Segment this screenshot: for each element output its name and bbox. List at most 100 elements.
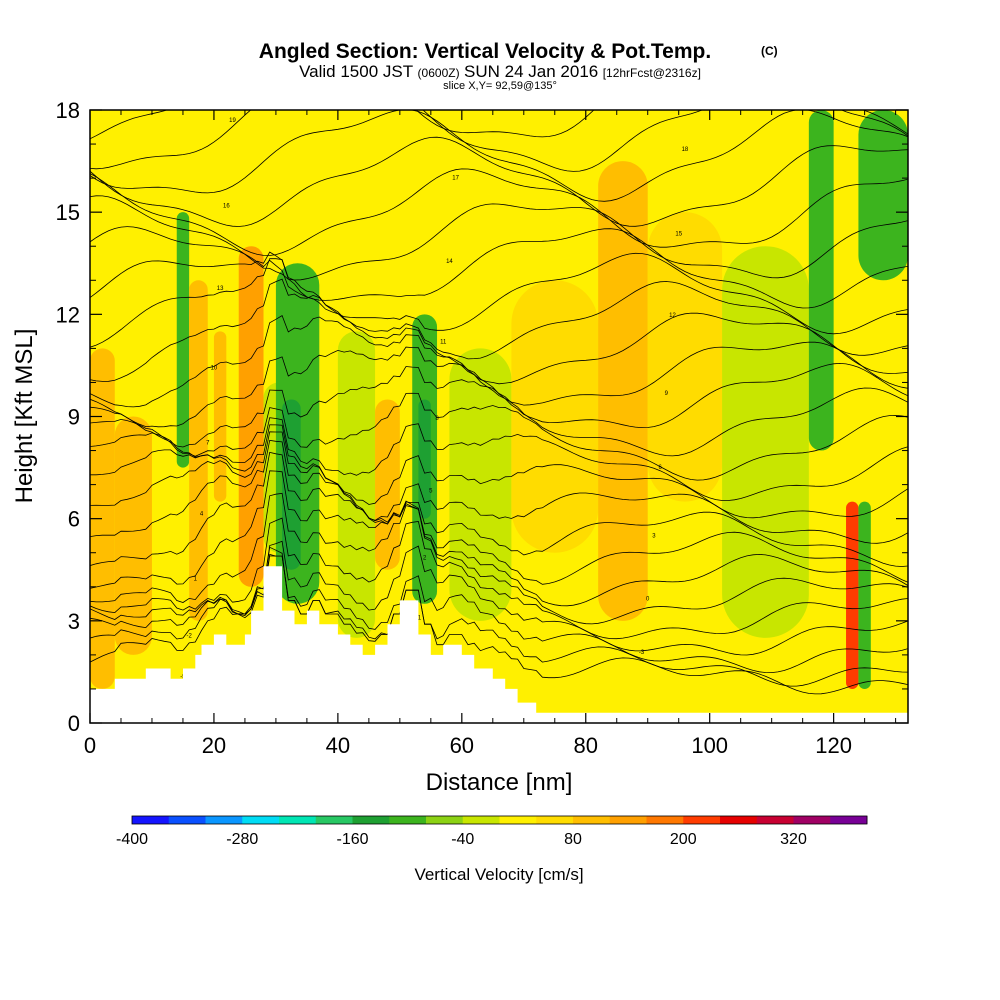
theta-contour-13 [90,251,908,335]
theta-contour-10 [90,315,908,408]
velocity-cell-21 [858,110,908,281]
theta-contour-label: -1 [416,615,422,621]
theta-contour-label: 16 [223,204,230,210]
colorbar-swatch [168,816,206,824]
colorbar-swatch [389,816,427,824]
theta-contour-label: 4 [200,511,204,517]
theta-contour-3 [90,439,908,567]
valid-utc: (0600Z) [418,66,460,80]
colorbar-tick-label: 80 [564,831,582,848]
colorbar-tick-label: -160 [336,831,368,848]
theta-contour-4 [90,431,908,544]
theta-contour-0 [90,492,908,625]
theta-contour-label: 19 [229,118,236,124]
x-tick-label: 60 [450,733,474,758]
velocity-cell-20 [858,501,871,689]
velocity-cell-3 [189,280,208,621]
theta-contour-label: 12 [669,313,676,319]
colorbar-swatch [573,816,611,824]
x-tick-label: 100 [691,733,728,758]
theta-contour-20 [90,110,908,140]
theta-contour-label: 6 [658,465,662,471]
theta-contour-18 [90,110,908,202]
theta-contours: -5-4-3-2-1012345678910111213141516171819… [90,110,908,695]
colorbar-tick-label: 200 [670,831,697,848]
colorbar-swatch [352,816,390,824]
theta-contour-19 [90,110,908,172]
theta-contour-label: 8 [435,416,439,422]
chart-title-units: (C) [761,44,778,58]
forecast-info: [12hrFcst@2316z] [603,66,701,80]
theta-contour-label: 0 [646,596,650,602]
colorbar-swatch [242,816,280,824]
theta-contour-6 [90,417,908,501]
colorbar-tick-label: -40 [451,831,474,848]
theta-contour--5 [90,546,908,695]
theta-contour-12 [90,258,908,360]
colorbar-tick-label: -280 [226,831,258,848]
theta-contour--2 [90,540,908,656]
colorbar-swatch [646,816,684,824]
colorbar-tick-label: 320 [780,831,807,848]
theta-contour-15 [90,195,908,281]
theta-contour-17 [90,136,908,227]
velocity-cell-18 [808,110,834,451]
colorbar-swatch [720,816,758,824]
x-tick-label: 20 [202,733,226,758]
y-tick-label: 15 [56,200,80,225]
chart-title: Angled Section: Vertical Velocity & Pot.… [259,40,711,63]
theta-contour-label: 1 [194,576,198,582]
colorbar-swatch [830,816,868,824]
colorbar-swatch [756,816,794,824]
colorbar-swatch [132,816,170,824]
theta-contour-label: 14 [446,259,453,265]
colorbar-swatch [609,816,647,824]
x-tick-label: 0 [84,733,96,758]
y-tick-label: 6 [68,507,80,532]
plot-area: -5-4-3-2-1012345678910111213141516171819… [90,110,908,723]
theta-contour-label: 2 [423,555,427,561]
y-tick-label: 3 [68,609,80,634]
velocity-cell-12 [418,399,431,519]
velocity-cell-17 [722,246,809,638]
velocity-cell-5 [238,246,264,587]
theta-contour-label: 3 [652,534,656,540]
slice-info: slice X,Y= 92,59@135° [443,80,557,92]
theta-contour-16 [90,168,908,256]
colorbar-swatch [426,816,464,824]
colorbar-frame [131,815,868,825]
velocity-cell-10 [375,399,400,570]
velocity-cell-0 [90,348,115,689]
theta-contour-label: 9 [665,391,669,397]
y-tick-label: 9 [68,405,80,430]
colorbar: -400 -280 -160 -40 80 200 320 [116,815,868,848]
theta-contour-label: 11 [440,339,447,345]
valid-prefix: Valid 1500 JST [299,62,413,81]
theta-contour--1 [90,517,908,640]
terrain-layer [90,566,908,723]
x-axis-label: Distance [nm] [426,769,573,796]
y-tick-label: 18 [56,98,80,123]
velocity-cell-9 [337,331,376,638]
colorbar-label: Vertical Velocity [cm/s] [414,865,583,884]
x-tick-label: 80 [574,733,598,758]
valid-time-line: Valid 1500 JST (0600Z) SUN 24 Jan 2016 [… [299,62,701,81]
velocity-cell-15 [598,161,648,621]
theta-contour-label: 17 [452,175,459,181]
colorbar-swatch [279,816,317,824]
colorbar-swatch [315,816,353,824]
velocity-cell-4 [213,331,227,502]
theta-contour-11 [90,278,908,385]
velocity-cell-14 [511,280,599,553]
colorbar-swatch [462,816,500,824]
theta-contour-label: 7 [206,441,210,447]
theta-contour-label: 10 [211,365,218,371]
terrain [90,566,908,723]
colorbar-swatch [793,816,831,824]
colorbar-swatch [536,816,574,824]
theta-contour-14 [90,226,908,309]
colorbar-swatch [499,816,537,824]
theta-contour-label: 13 [217,286,224,292]
